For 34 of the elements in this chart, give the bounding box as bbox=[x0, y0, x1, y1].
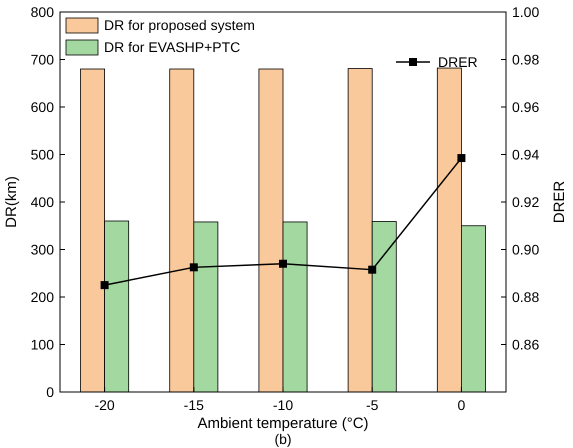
y-tick-label: 600 bbox=[30, 99, 54, 115]
y2-tick-label: 0.94 bbox=[512, 146, 540, 162]
y2-tick-label: 0.92 bbox=[512, 194, 540, 210]
point bbox=[190, 263, 198, 272]
text: (b) bbox=[274, 431, 292, 447]
y2-tick-label: 0.98 bbox=[512, 52, 540, 68]
y-tick-label: 800 bbox=[30, 4, 54, 20]
y-tick-label: 200 bbox=[30, 289, 54, 305]
y-tick-label: 400 bbox=[30, 194, 54, 210]
legend-label: DRER bbox=[438, 54, 478, 70]
y2-tick-label: 0.86 bbox=[512, 336, 540, 352]
point bbox=[457, 154, 466, 162]
y-tick-label: 0 bbox=[46, 384, 54, 400]
legend-label: DR for EVASHP+PTC bbox=[104, 39, 240, 55]
y2-tick-label: 1.00 bbox=[512, 4, 540, 20]
x-tick-label: -10 bbox=[272, 397, 294, 413]
x-tick-label: 0 bbox=[458, 397, 466, 413]
y-tick-label: 700 bbox=[30, 52, 54, 68]
x-axis-title: Ambient temperature (°C) bbox=[197, 415, 369, 432]
x-tick-label: -5 bbox=[366, 397, 379, 413]
point bbox=[100, 281, 109, 290]
x-tick-label: -15 bbox=[184, 397, 204, 413]
x-tick-label: -20 bbox=[94, 397, 115, 413]
y-tick-label: 300 bbox=[30, 242, 54, 258]
y2-tick-label: 0.88 bbox=[512, 289, 540, 305]
y-axis-title: DR(km) bbox=[3, 176, 20, 228]
point bbox=[279, 260, 287, 268]
y2-tick-label: 0.96 bbox=[512, 99, 540, 115]
legend-label: DR for proposed system bbox=[104, 17, 255, 33]
y-tick-label: 100 bbox=[30, 336, 54, 352]
y-tick-label: 500 bbox=[30, 146, 54, 162]
point bbox=[368, 266, 376, 274]
y2-axis-title: DRER bbox=[551, 180, 568, 224]
y2-tick-label: 0.90 bbox=[512, 242, 540, 258]
